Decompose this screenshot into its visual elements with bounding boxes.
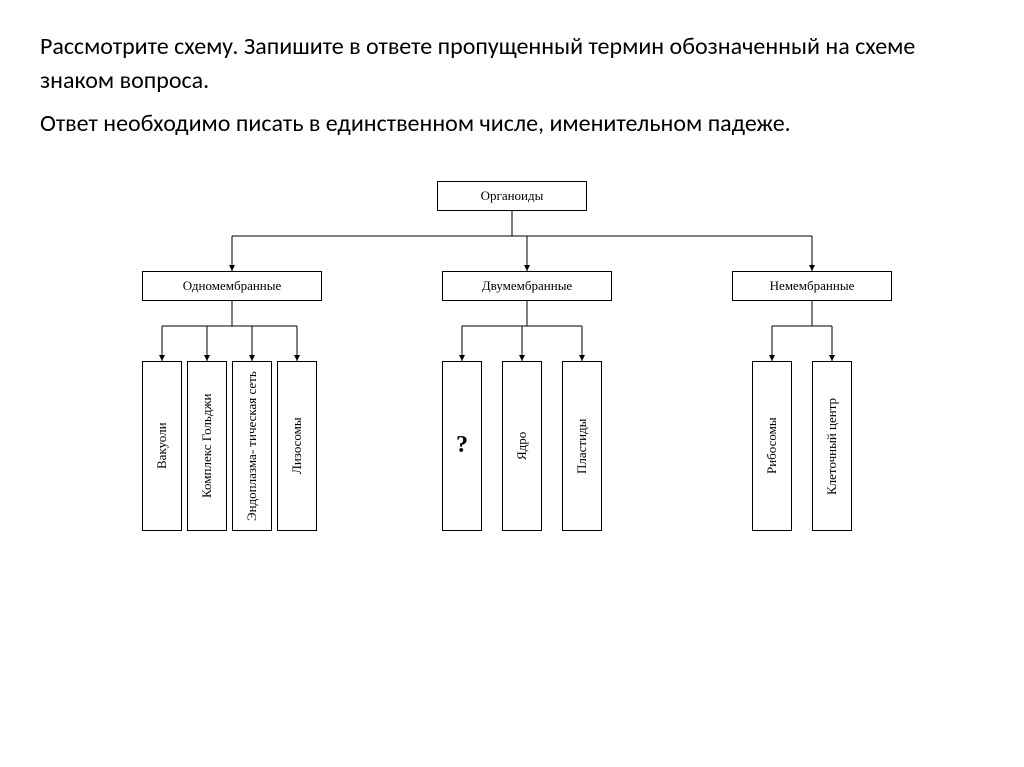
category-box-none: Немембранные [732, 271, 892, 301]
instruction-p2: Ответ необходимо писать в единственном ч… [40, 107, 984, 141]
leaf-box-2: Эндоплазма- тическая сеть [232, 361, 272, 531]
leaf-box-1: Комплекс Гольджи [187, 361, 227, 531]
leaf-box-5: Ядро [502, 361, 542, 531]
leaf-box-4: ? [442, 361, 482, 531]
instruction-p1: Рассмотрите схему. Запишите в ответе про… [40, 30, 984, 97]
leaf-box-6: Пластиды [562, 361, 602, 531]
leaf-box-3: Лизосомы [277, 361, 317, 531]
root-box: Органоиды [437, 181, 587, 211]
leaf-box-8: Клеточный центр [812, 361, 852, 531]
category-box-double: Двумембранные [442, 271, 612, 301]
leaf-box-0: Вакуоли [142, 361, 182, 531]
category-box-single: Одномембранные [142, 271, 322, 301]
organelle-diagram: Органоиды Одномембранные Двумембранные Неме… [72, 181, 952, 611]
leaf-box-7: Рибосомы [752, 361, 792, 531]
